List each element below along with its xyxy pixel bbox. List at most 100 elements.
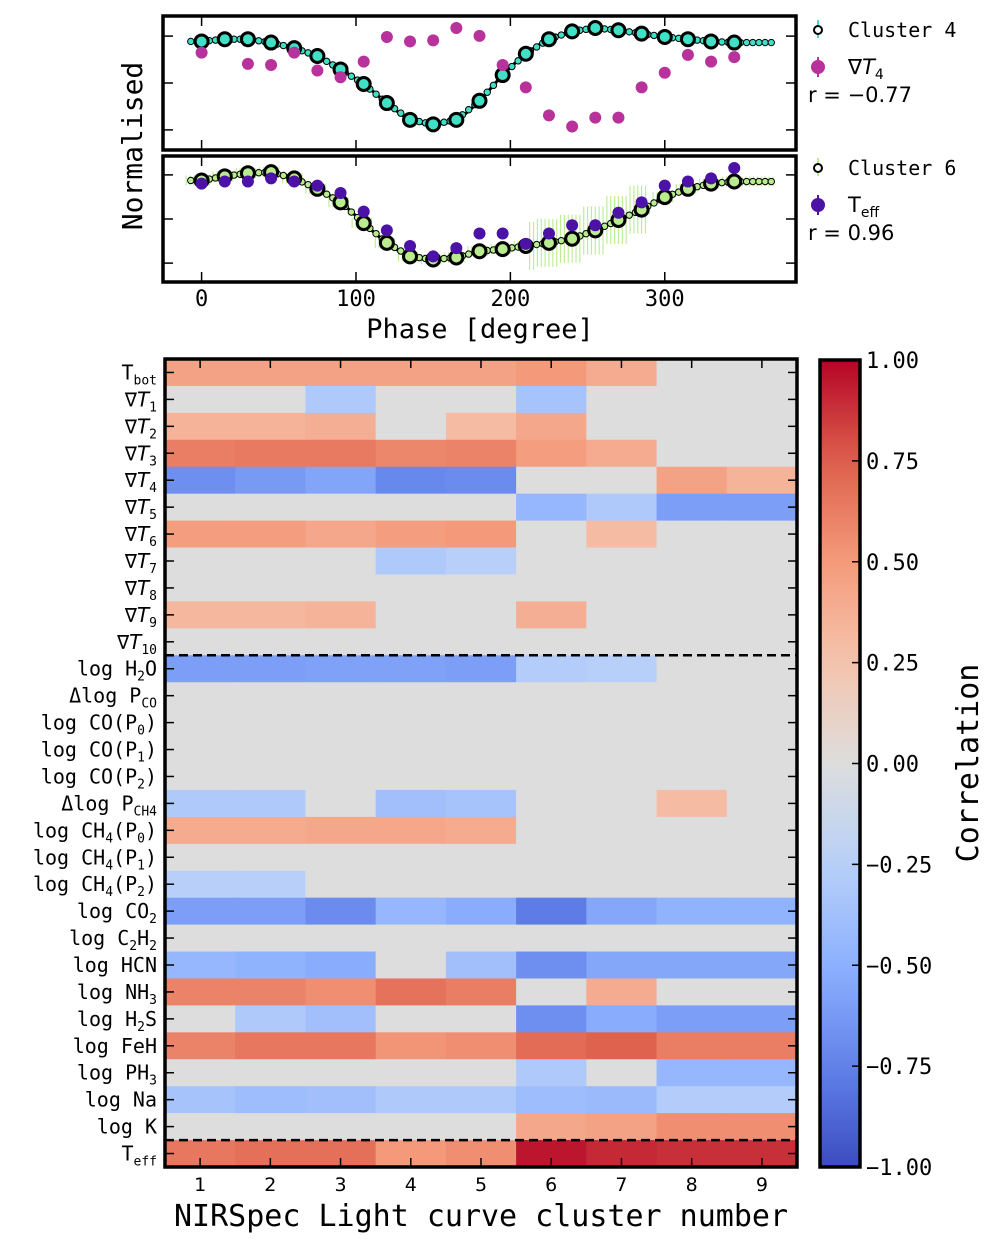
heatmap-cell: [656, 520, 728, 549]
heatmap-cell: [165, 493, 236, 522]
heatmap-cell: [305, 1059, 377, 1087]
lightcurve-sample: [557, 31, 566, 39]
heatmap-cell: [656, 682, 728, 710]
heatmap-cell: [586, 1059, 658, 1087]
heatmap-cell: [516, 439, 587, 468]
parameter-point: [450, 242, 463, 255]
heatmap-cell: [375, 628, 447, 656]
cluster-marker: [355, 215, 372, 232]
heatmap-cell: [375, 1032, 447, 1060]
row-label: log CO2: [77, 899, 157, 927]
heatmap-cell: [726, 709, 798, 737]
heatmap-cell: [656, 870, 728, 899]
column-label: 6: [545, 1174, 557, 1196]
heatmap-cell: [305, 709, 377, 737]
heatmap-cell: [445, 1005, 517, 1033]
heatmap-cell: [165, 1086, 236, 1114]
parameter-point: [705, 172, 718, 185]
heatmap-cell: [375, 709, 447, 737]
heatmap-cell: [375, 466, 447, 495]
colorbar-tick-label: 0.00: [866, 753, 919, 778]
top-light-curve-panel: Cluster 4 ∇T4r = −0.77 Normalised: [116, 14, 956, 230]
lightcurve-sample: [347, 72, 356, 80]
parameter-point: [658, 66, 671, 79]
lightcurve-sample: [625, 28, 633, 36]
row-label: Teff: [121, 1142, 157, 1170]
heatmap-cell: [375, 520, 447, 549]
heatmap-cell: [445, 574, 517, 602]
heatmap-cell: [165, 628, 236, 656]
cluster-marker: [494, 241, 511, 258]
parameter-point: [241, 57, 254, 70]
cluster-marker: [471, 92, 488, 109]
cluster-marker: [679, 31, 696, 48]
heatmap-cell: [516, 1032, 587, 1060]
parameter-point: [681, 48, 694, 61]
heatmap-cell: [305, 493, 377, 522]
parameter-point: [195, 46, 208, 59]
parameter-point: [519, 237, 532, 250]
row-label: log H2S: [77, 1007, 157, 1035]
heatmap-cell: [235, 1059, 307, 1087]
heatmap-cell: [305, 870, 377, 899]
heatmap-cell: [445, 655, 517, 683]
column-label: 9: [756, 1174, 768, 1196]
heatmap-cell: [445, 843, 517, 872]
lightcurve-sample: [347, 208, 356, 216]
heatmap-cell: [656, 385, 728, 414]
heatmap-cell: [445, 601, 517, 629]
heatmap-cell: [445, 520, 517, 549]
heatmap-cell: [445, 682, 517, 710]
heatmap-cell: [235, 789, 307, 818]
heatmap-cell: [375, 1086, 447, 1114]
lightcurve-sample: [279, 171, 288, 180]
heatmap-cell: [726, 520, 798, 549]
heatmap-cell: [165, 897, 236, 926]
heatmap-cell: [726, 466, 798, 495]
colorbar-tick-label: −0.25: [866, 853, 932, 878]
heatmap-cell: [586, 1032, 658, 1060]
row-label: Tbot: [121, 360, 157, 388]
row-label: log CH4(P2): [33, 872, 157, 900]
heatmap-cell: [516, 951, 587, 980]
heatmap-cell: [165, 1059, 236, 1087]
heatmap-cell: [165, 655, 236, 683]
heatmap-cell: [586, 1005, 658, 1033]
heatmap-cell: [305, 385, 377, 414]
row-label: ∇T9: [124, 603, 157, 631]
parameter-point: [658, 179, 671, 192]
cluster-marker: [540, 31, 557, 48]
heatmap-cell: [375, 493, 447, 522]
heatmap-cell: [375, 574, 447, 602]
parameter-point: [404, 35, 417, 48]
heatmap-cell: [586, 736, 658, 764]
heatmap-cell: [235, 466, 307, 495]
heatmap-cell: [656, 816, 728, 845]
heatmap-cell: [445, 493, 517, 522]
lightcurve-sample: [187, 37, 195, 46]
heatmap-cell: [445, 1059, 517, 1087]
heatmap-cell: [656, 843, 728, 872]
colorbar-tick-label: −0.50: [866, 954, 932, 979]
heatmap-cell: [516, 385, 587, 414]
legend-label: Cluster 6: [848, 156, 956, 180]
heatmap-cell: [516, 655, 587, 683]
heatmap-cell: [305, 843, 377, 872]
heatmap-cell: [445, 924, 517, 953]
row-label: log PH3: [77, 1061, 157, 1089]
heatmap-cell: [586, 655, 658, 683]
heatmap-cell: [305, 1032, 377, 1060]
heatmap-cell: [445, 897, 517, 926]
heatmap-cell: [305, 978, 377, 1006]
heatmap-cell: [516, 816, 587, 845]
heatmap-cell: [305, 897, 377, 926]
heatmap-cell: [235, 682, 307, 710]
heatmap-cell: [305, 628, 377, 656]
heatmap-cell: [305, 1086, 377, 1114]
colorbar-tick-label: 0.25: [866, 652, 919, 677]
parameter-point: [380, 30, 393, 43]
heatmap-cell: [445, 709, 517, 737]
row-label: log HCN: [73, 953, 157, 977]
